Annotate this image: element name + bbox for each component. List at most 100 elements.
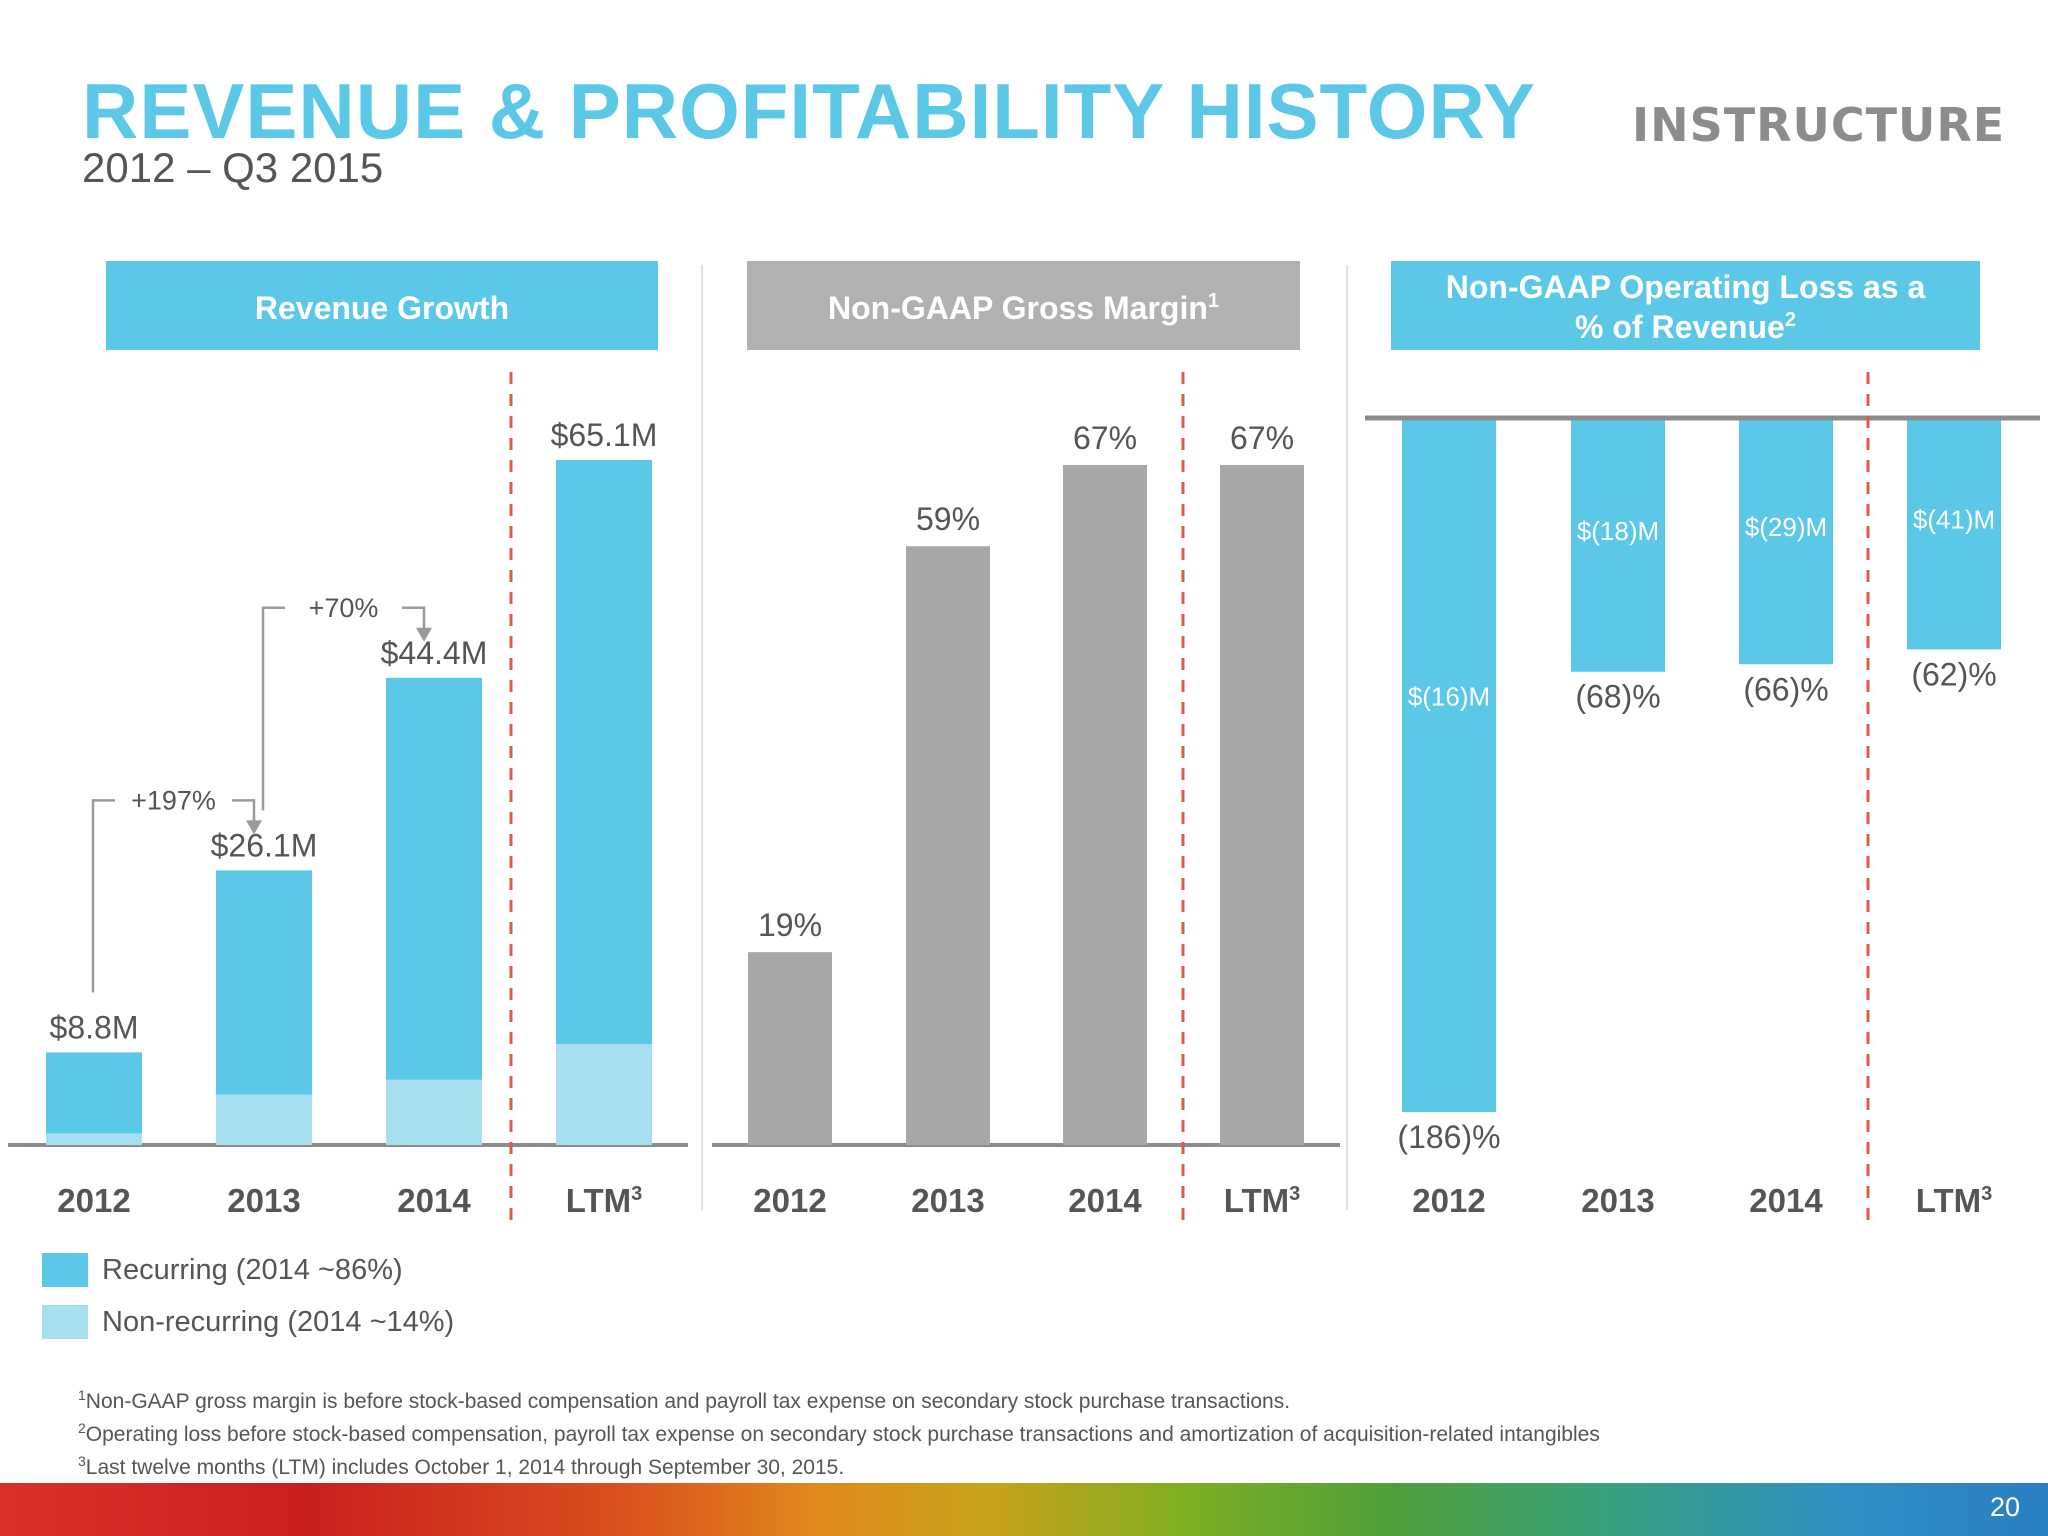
chart1-data-label-2014: $44.4M <box>381 635 488 671</box>
chart1-bar-recurring-LTM <box>556 460 652 1044</box>
chart2-tick-label-LTM-main: LTM <box>1224 1182 1289 1219</box>
chart1-tick-label-2014: 2014 <box>397 1182 471 1219</box>
chart2-bar-2014 <box>1063 465 1147 1145</box>
panel-header-title-3-line-2-superscript: 2 <box>1785 309 1796 331</box>
footnote-text-2: Operating loss before stock-based compen… <box>85 1423 1600 1446</box>
chart1-tick-label-LTM: LTM3 <box>566 1182 642 1219</box>
chart1-tick-label-LTM-superscript: 3 <box>631 1183 642 1205</box>
footnote-text-3: Last twelve months (LTM) includes Octobe… <box>85 1456 845 1479</box>
chart1-growth-bracket-right-1 <box>232 799 256 823</box>
chart2-tick-label-LTM-superscript: 3 <box>1289 1183 1300 1205</box>
chart3-dollar-label-2012: $(16)M <box>1408 682 1490 712</box>
chart2-bar-2012 <box>748 952 832 1145</box>
chart1-growth-label-1: +197% <box>131 785 216 815</box>
panel-header-title-1-main: Revenue Growth <box>255 290 509 326</box>
chart1-bar-recurring-2014 <box>386 677 482 1080</box>
footnote-3: 3Last twelve months (LTM) includes Octob… <box>78 1448 1600 1481</box>
chart3-data-label-2013: (68)% <box>1575 679 1660 715</box>
panel-header-title-3-line-2-main: % of Revenue <box>1575 309 1785 345</box>
chart1-growth-bracket-right-2 <box>402 606 426 630</box>
chart2-tick-label-2012: 2012 <box>753 1182 826 1219</box>
legend-item-nonrecurring: Non-recurring (2014 ~14%) <box>42 1296 454 1348</box>
legend: Recurring (2014 ~86%) Non-recurring (201… <box>42 1244 454 1348</box>
chart2-tick-label-2013: 2013 <box>911 1182 984 1219</box>
chart1-bar-nonrecurring-LTM <box>556 1043 652 1145</box>
chart1-growth-annotation-1 <box>91 799 262 993</box>
chart3-tick-label-2012: 2012 <box>1412 1182 1485 1219</box>
footnote-marker-2: 2 <box>78 1420 86 1436</box>
chart2-bar-2013 <box>906 546 990 1145</box>
chart1-bar-recurring-2012 <box>46 1052 142 1134</box>
chart1-tick-label-2012: 2012 <box>57 1182 130 1219</box>
footnote-marker-1: 1 <box>78 1387 86 1403</box>
footnote-text-1: Non-GAAP gross margin is before stock-ba… <box>85 1390 1291 1413</box>
chart1-data-label-2013: $26.1M <box>211 827 318 863</box>
chart1-tick-label-2013: 2013 <box>227 1182 300 1219</box>
footnote-1: 1Non-GAAP gross margin is before stock-b… <box>78 1382 1600 1415</box>
chart3-data-label-2012: (186)% <box>1397 1119 1500 1155</box>
panel-header-3 <box>1391 261 1980 350</box>
panel-header-2 <box>747 261 1300 350</box>
charts-canvas: Revenue Growth Non-GAAP Gross Margin1 Non-… <box>8 261 2040 1222</box>
chart2-tick-label-2014-main: 2014 <box>1068 1182 1142 1219</box>
legend-item-recurring: Recurring (2014 ~86%) <box>42 1244 454 1296</box>
panel-header-title-3-line-2: % of Revenue2 <box>1575 309 1796 345</box>
page-title: REVENUE & PROFITABILITY HISTORY <box>82 67 1536 155</box>
panel-header-title-3-line-1: Non-GAAP Operating Loss as a <box>1446 269 1926 305</box>
footnote-marker-3: 3 <box>78 1453 86 1469</box>
chart3-data-label-LTM: (62)% <box>1911 656 1996 692</box>
page-subtitle: 2012 – Q3 2015 <box>82 144 384 191</box>
chart1-tick-label-2012-main: 2012 <box>57 1182 130 1219</box>
chart2-data-label-2012: 19% <box>758 907 822 943</box>
chart3-data-label-2014: (66)% <box>1743 671 1828 707</box>
chart3-tick-label-LTM: LTM3 <box>1916 1182 1992 1219</box>
chart1-tick-label-2013-main: 2013 <box>227 1182 300 1219</box>
chart2-bar-LTM <box>1220 465 1304 1145</box>
chart1-growth-label-2: +70% <box>309 593 379 623</box>
panel-header-1 <box>106 261 658 350</box>
panel-header-title-2-superscript: 1 <box>1208 290 1219 312</box>
chart3-tick-label-2014: 2014 <box>1749 1182 1823 1219</box>
panel-header-title-2-main: Non-GAAP Gross Margin <box>828 290 1208 326</box>
chart3-tick-label-2012-main: 2012 <box>1412 1182 1485 1219</box>
legend-label-recurring: Recurring (2014 ~86%) <box>102 1253 403 1286</box>
chart1-growth-bracket-left-2 <box>261 606 285 811</box>
chart3-tick-label-2014-main: 2014 <box>1749 1182 1823 1219</box>
chart3-tick-label-LTM-main: LTM <box>1916 1182 1981 1219</box>
chart3-bar-2013 <box>1571 418 1665 672</box>
chart3-tick-label-2013: 2013 <box>1581 1182 1654 1219</box>
chart1-data-label-LTM: $65.1M <box>551 417 658 453</box>
chart3-bar-2012 <box>1402 418 1496 1112</box>
chart2-tick-label-2012-main: 2012 <box>753 1182 826 1219</box>
chart2-tick-label-2014: 2014 <box>1068 1182 1142 1219</box>
legend-swatch-recurring <box>42 1253 88 1287</box>
chart2-data-label-2013: 59% <box>916 501 980 537</box>
chart3-dollar-label-LTM: $(41)M <box>1913 505 1995 535</box>
chart1-bar-nonrecurring-2014 <box>386 1079 482 1145</box>
legend-swatch-nonrecurring <box>42 1305 88 1339</box>
page-number: 20 <box>1989 1492 2020 1522</box>
chart1-tick-label-2014-main: 2014 <box>397 1182 471 1219</box>
bottom-color-band <box>0 1483 2048 1536</box>
chart1-data-label-2012: $8.8M <box>50 1009 139 1045</box>
chart3-dollar-label-2013: $(18)M <box>1577 516 1659 546</box>
chart1-growth-arrowhead-1 <box>246 820 262 835</box>
chart2-data-label-2014: 67% <box>1073 420 1137 456</box>
chart1-tick-label-LTM-main: LTM <box>566 1182 631 1219</box>
instructure-logo: INSTRUCTURE <box>1632 98 2006 152</box>
footnote-2: 2Operating loss before stock-based compe… <box>78 1415 1600 1448</box>
chart1-growth-annotation-2 <box>261 606 432 811</box>
chart3-dollar-label-2014: $(29)M <box>1745 512 1827 542</box>
chart2-tick-label-2013-main: 2013 <box>911 1182 984 1219</box>
panel-header-title-1: Revenue Growth <box>255 290 509 326</box>
chart1-bar-nonrecurring-2013 <box>216 1094 312 1145</box>
chart1-growth-bracket-left-1 <box>91 799 115 993</box>
footnotes: 1Non-GAAP gross margin is before stock-b… <box>78 1382 1600 1481</box>
chart2-data-label-LTM: 67% <box>1230 420 1294 456</box>
chart1-growth-arrowhead-2 <box>416 627 432 642</box>
chart3-bar-LTM <box>1907 418 2001 650</box>
chart1-bar-recurring-2013 <box>216 870 312 1095</box>
legend-label-nonrecurring: Non-recurring (2014 ~14%) <box>102 1305 455 1338</box>
chart3-bar-2014 <box>1739 418 1833 665</box>
chart3-tick-label-LTM-superscript: 3 <box>1981 1183 1992 1205</box>
